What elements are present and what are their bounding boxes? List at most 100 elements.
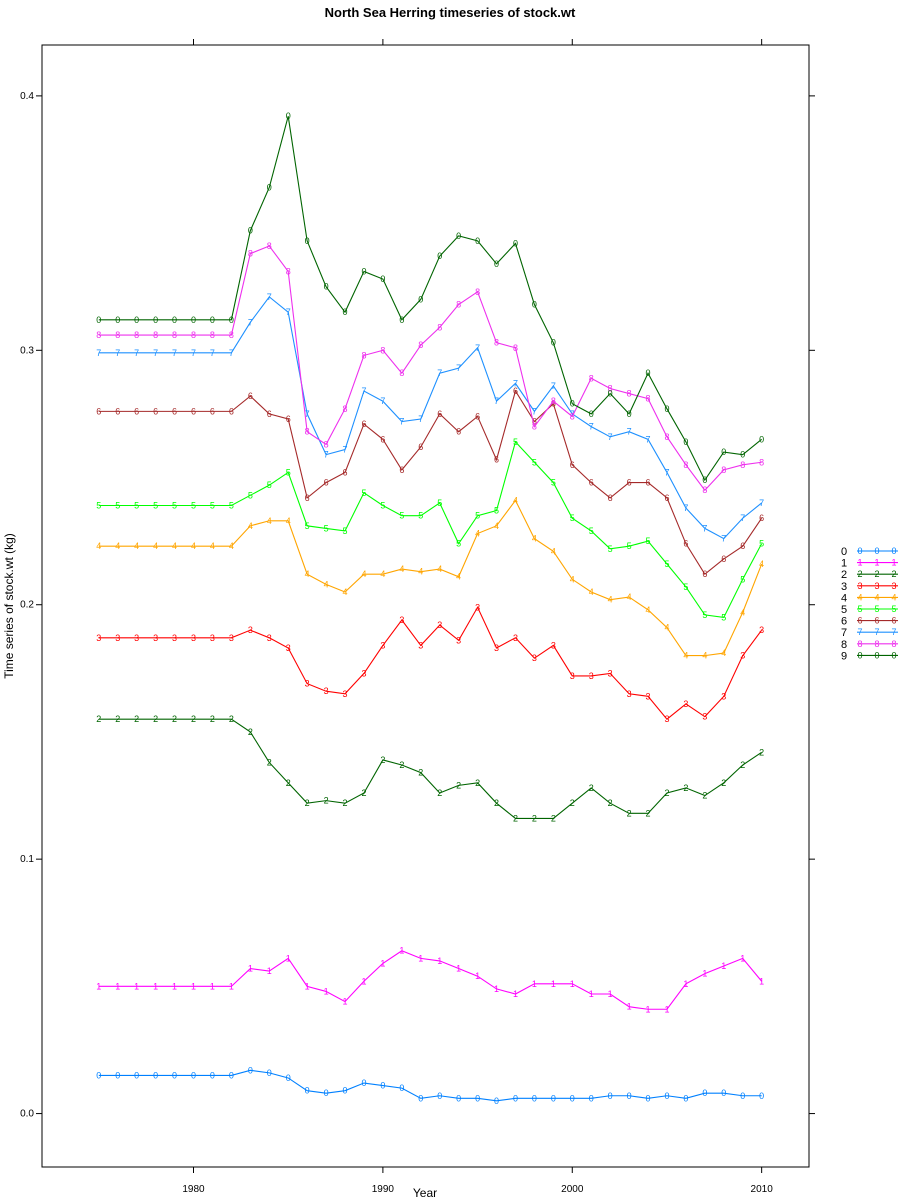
data-point: 7 xyxy=(570,409,575,419)
data-point: 3 xyxy=(570,671,575,681)
data-point: 2 xyxy=(494,798,499,808)
data-point: 7 xyxy=(380,396,385,406)
data-point: 0 xyxy=(324,1088,329,1098)
data-point: 7 xyxy=(286,307,291,317)
data-point: 1 xyxy=(740,953,745,963)
data-point: 0 xyxy=(570,1093,575,1103)
data-point: 0 xyxy=(305,236,310,246)
data-point: 4 xyxy=(343,587,348,597)
data-point: 4 xyxy=(134,541,139,551)
data-point: 5 xyxy=(324,523,329,533)
data-point: 3 xyxy=(702,712,707,722)
data-point: 4 xyxy=(456,572,461,582)
legend-marker: 5 xyxy=(857,604,862,614)
series-1: 1 1 1 1 1 1 1 1 1 1 1 1 1 1 1 1 1 1 1 1 1 1 1 1 1 1 1 1 1 1 1 1 1 1 1 1 xyxy=(96,946,764,1015)
data-point: 8 xyxy=(532,422,537,432)
data-point: 6 xyxy=(475,411,480,421)
data-point: 2 xyxy=(361,788,366,798)
data-point: 2 xyxy=(115,714,120,724)
series-line-6 xyxy=(98,389,763,576)
data-point: 0 xyxy=(664,1091,669,1101)
data-point: 5 xyxy=(229,501,234,511)
data-point: 4 xyxy=(210,541,215,551)
data-point: 0 xyxy=(589,1093,594,1103)
data-point: 5 xyxy=(664,559,669,569)
data-point: 3 xyxy=(721,691,726,701)
data-point: 0 xyxy=(191,315,196,325)
data-point: 8 xyxy=(286,266,291,276)
data-point: 5 xyxy=(153,501,158,511)
data-point: 3 xyxy=(361,668,366,678)
data-point: 7 xyxy=(191,348,196,358)
data-point: 3 xyxy=(305,679,310,689)
data-point: 8 xyxy=(608,383,613,393)
legend-marker: 4 xyxy=(857,592,862,602)
legend-marker: 5 xyxy=(891,604,896,614)
data-point: 2 xyxy=(418,768,423,778)
data-point: 4 xyxy=(759,559,764,569)
data-point: 1 xyxy=(664,1004,669,1014)
data-point: 7 xyxy=(361,386,366,396)
data-point: 7 xyxy=(324,450,329,460)
series-0: 0 0 0 0 0 0 0 0 0 0 0 0 0 0 0 0 0 0 0 0 0 0 0 0 0 0 0 0 0 0 0 0 0 0 0 0 xyxy=(96,1065,764,1106)
series-line-1 xyxy=(98,950,763,1010)
data-point: 8 xyxy=(172,330,177,340)
data-point: 4 xyxy=(513,495,518,505)
data-point: 2 xyxy=(475,778,480,788)
data-point: 7 xyxy=(627,427,632,437)
data-point: 6 xyxy=(570,460,575,470)
data-point: 8 xyxy=(153,330,158,340)
data-point: 8 xyxy=(702,485,707,495)
series-5: 5 5 5 5 5 5 5 5 5 5 5 5 5 5 5 5 5 5 5 5 5 5 5 5 5 5 5 5 5 5 5 5 5 5 5 5 xyxy=(96,437,764,623)
series-line-7 xyxy=(98,296,762,540)
data-point: 6 xyxy=(740,541,745,551)
data-point: 4 xyxy=(267,516,272,526)
data-point: 0 xyxy=(115,1070,120,1080)
y-tick-label: 0.2 xyxy=(20,600,34,611)
data-point: 4 xyxy=(96,541,101,551)
data-point: 8 xyxy=(683,460,688,470)
data-point: 0 xyxy=(191,1070,196,1080)
series-line-8 xyxy=(98,245,762,492)
data-point: 4 xyxy=(286,516,291,526)
legend-marker: 0 xyxy=(891,650,896,660)
x-tick-label: 1980 xyxy=(182,1184,205,1195)
data-point: 7 xyxy=(551,381,556,391)
legend-marker: 0 xyxy=(874,546,879,556)
data-point: 2 xyxy=(683,783,688,793)
data-point: 6 xyxy=(96,406,101,416)
data-point: 0 xyxy=(627,1091,632,1101)
data-point: 3 xyxy=(437,620,442,630)
legend-marker: 7 xyxy=(891,627,896,637)
data-point: 7 xyxy=(115,348,120,358)
legend-label: 2 xyxy=(841,569,847,581)
data-point: 3 xyxy=(115,633,120,643)
data-point: 5 xyxy=(532,457,537,467)
data-point: 5 xyxy=(456,539,461,549)
data-point: 8 xyxy=(721,465,726,475)
data-point: 0 xyxy=(608,389,613,399)
data-point: 8 xyxy=(456,300,461,310)
data-point: 4 xyxy=(418,567,423,577)
data-point: 4 xyxy=(115,541,120,551)
data-point: 2 xyxy=(608,798,613,808)
data-point: 2 xyxy=(286,778,291,788)
data-point: 3 xyxy=(134,633,139,643)
data-point: 4 xyxy=(683,651,688,661)
data-point: 6 xyxy=(267,409,272,419)
data-point: 0 xyxy=(210,315,215,325)
legend-label: 7 xyxy=(841,627,847,639)
data-point: 2 xyxy=(96,714,101,724)
data-point: 6 xyxy=(191,406,196,416)
series-2: 2 2 2 2 2 2 2 2 2 2 2 2 2 2 2 2 2 2 2 2 2 2 2 2 2 2 2 2 2 2 2 2 2 2 2 2 xyxy=(96,714,764,823)
data-point: 1 xyxy=(551,979,556,989)
data-point: 4 xyxy=(361,569,366,579)
data-point: 7 xyxy=(646,434,651,444)
data-point: 4 xyxy=(437,564,442,574)
data-point: 5 xyxy=(494,506,499,516)
data-point: 1 xyxy=(532,979,537,989)
data-point: 0 xyxy=(96,1070,101,1080)
legend-label: 6 xyxy=(841,616,847,628)
data-point: 8 xyxy=(646,394,651,404)
data-point: 0 xyxy=(399,315,404,325)
